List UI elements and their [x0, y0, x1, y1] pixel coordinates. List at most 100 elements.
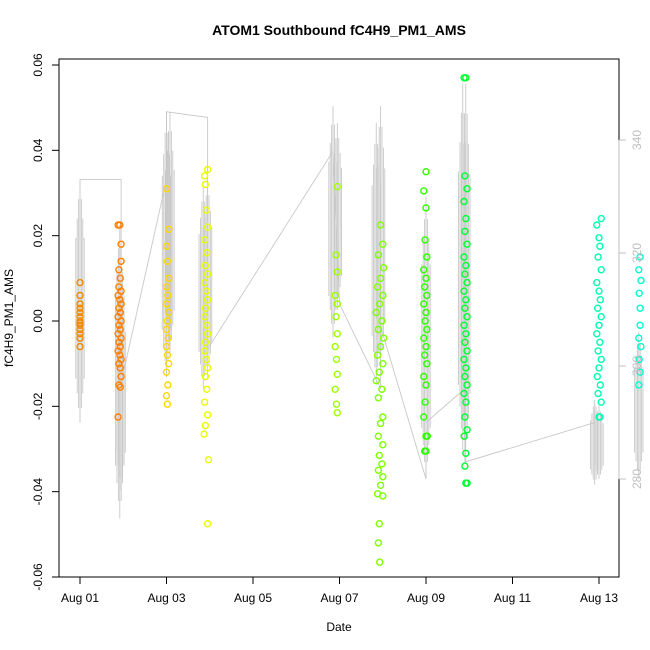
data-point — [203, 364, 212, 372]
data-point — [164, 334, 172, 342]
data-point — [374, 325, 383, 334]
data-point — [332, 313, 340, 321]
data-point — [422, 308, 430, 317]
data-point — [423, 291, 431, 300]
data-point — [76, 321, 84, 329]
trace-layer — [75, 83, 644, 519]
data-point — [421, 283, 429, 291]
data-point — [635, 266, 643, 274]
data-point — [76, 278, 84, 287]
data-point — [164, 274, 173, 282]
data-point — [379, 291, 387, 300]
data-point — [378, 460, 386, 468]
data-point — [332, 251, 340, 259]
data-point — [463, 240, 471, 248]
data-point — [202, 287, 211, 295]
data-point — [331, 385, 339, 393]
data-point — [117, 257, 125, 265]
data-point — [379, 441, 387, 449]
data-point — [164, 360, 173, 368]
x-tick-label: Aug 09 — [407, 591, 445, 605]
x-tick-label: Aug 03 — [147, 591, 185, 605]
data-point — [116, 383, 124, 391]
data-point — [460, 432, 468, 440]
data-point — [423, 325, 431, 334]
data-point — [374, 432, 383, 440]
data-point — [460, 355, 468, 364]
data-point — [375, 368, 383, 376]
data-point — [460, 389, 468, 398]
data-point — [376, 419, 385, 428]
data-point — [421, 398, 429, 406]
data-point — [462, 398, 470, 406]
data-point — [116, 274, 124, 282]
data-point — [203, 165, 212, 174]
data-point — [164, 225, 173, 234]
data-point — [462, 364, 470, 372]
data-point — [597, 355, 605, 364]
data-point — [374, 394, 383, 402]
data-point — [114, 291, 122, 300]
points-layer — [76, 74, 645, 566]
data-point — [378, 385, 386, 393]
data-point — [203, 270, 212, 278]
data-point — [163, 257, 172, 265]
data-point — [463, 278, 471, 287]
data-point — [76, 334, 84, 342]
y-tick-label: -0.06 — [31, 563, 45, 591]
data-point — [76, 300, 84, 308]
data-point — [76, 342, 84, 351]
data-point — [164, 291, 172, 300]
data-point — [76, 304, 84, 312]
data-point — [635, 355, 643, 364]
data-point — [594, 253, 602, 261]
x-tick-label: Aug 07 — [320, 591, 358, 605]
data-point — [423, 253, 431, 261]
data-point — [379, 492, 387, 500]
data-point — [595, 364, 603, 372]
data-point — [462, 330, 470, 338]
y-tick-label: -0.02 — [31, 392, 45, 420]
data-point — [376, 558, 384, 566]
data-point — [379, 264, 388, 272]
data-point — [460, 287, 468, 295]
data-point — [117, 240, 125, 248]
data-point — [597, 214, 605, 223]
data-point — [200, 347, 209, 355]
data-point — [593, 221, 601, 229]
data-point — [460, 253, 468, 261]
data-point — [460, 197, 468, 206]
data-point — [332, 355, 341, 364]
data-point — [331, 342, 339, 351]
data-point — [460, 321, 468, 329]
data-point — [422, 447, 430, 455]
data-point — [115, 321, 123, 329]
data-point — [462, 261, 470, 270]
data-point — [461, 304, 469, 312]
data-point — [596, 338, 604, 346]
data-point — [164, 381, 172, 389]
data-point — [202, 385, 211, 393]
data-point — [200, 236, 209, 244]
data-point — [376, 274, 385, 282]
data-point — [463, 347, 471, 355]
data-point — [637, 342, 645, 351]
data-point — [420, 413, 428, 421]
data-point — [116, 351, 124, 359]
data-point — [420, 300, 428, 308]
data-point — [164, 308, 173, 317]
y-tick-label: 0.02 — [31, 224, 45, 248]
data-point — [463, 184, 471, 193]
data-point — [636, 304, 644, 312]
data-point — [201, 338, 210, 346]
data-point — [421, 236, 429, 244]
y2-axis: 280 300 320 340 — [618, 130, 644, 489]
data-point — [375, 520, 383, 528]
data-point — [593, 372, 601, 381]
data-point — [376, 481, 385, 489]
data-point — [420, 372, 428, 381]
y-tick-label: -0.04 — [31, 478, 45, 506]
data-point — [200, 278, 209, 287]
data-point — [200, 172, 209, 180]
